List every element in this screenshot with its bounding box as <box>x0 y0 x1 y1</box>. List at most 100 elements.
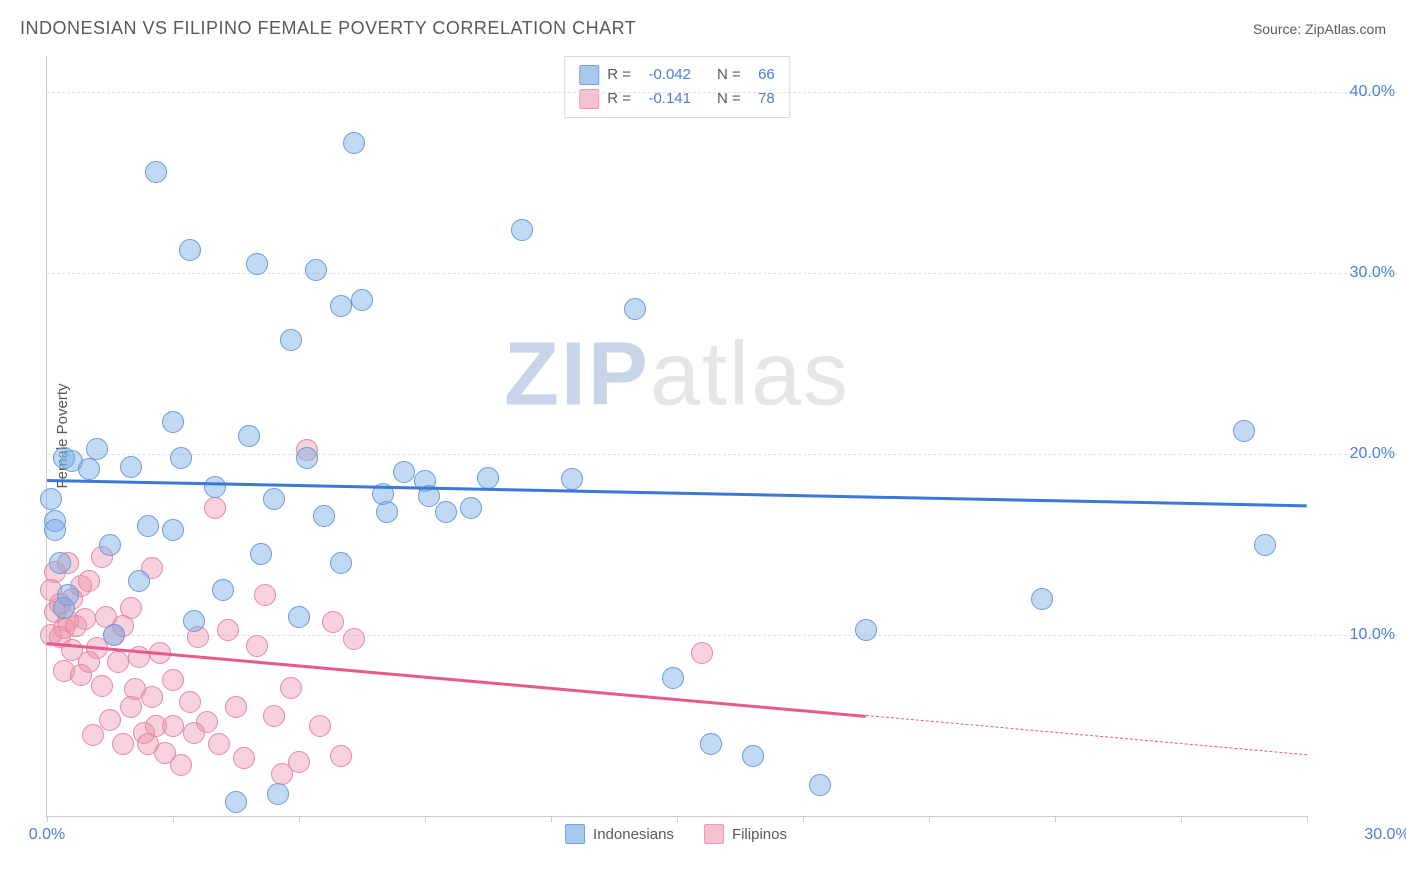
indonesians-point <box>330 552 352 574</box>
indonesians-point <box>103 624 125 646</box>
x-tick <box>1181 816 1182 822</box>
indonesians-point <box>376 501 398 523</box>
indonesians-point <box>267 783 289 805</box>
indonesians-point <box>238 425 260 447</box>
filipinos-point <box>74 608 96 630</box>
indonesians-point <box>561 468 583 490</box>
x-tick <box>929 816 930 822</box>
x-tick <box>1307 816 1308 822</box>
filipinos-point <box>280 677 302 699</box>
indonesians-point <box>204 476 226 498</box>
gridline <box>47 92 1397 93</box>
gridline <box>47 273 1397 274</box>
filipinos-point <box>309 715 331 737</box>
r-label: R = <box>607 63 631 87</box>
legend-bottom: IndonesiansFilipinos <box>565 824 787 844</box>
chart-container: Female Poverty ZIPatlas R =-0.042N =66R … <box>46 56 1306 816</box>
legend-stats-row: R = -0.042 N = 66 <box>579 63 775 87</box>
indonesians-point <box>435 501 457 523</box>
filipinos-point <box>225 696 247 718</box>
indonesians-point <box>624 298 646 320</box>
indonesians-point <box>477 467 499 489</box>
legend-label: Filipinos <box>732 826 787 843</box>
filipinos-point <box>322 611 344 633</box>
indonesians-point <box>393 461 415 483</box>
filipinos-point <box>204 497 226 519</box>
legend-stats-row: R = -0.141 N = 78 <box>579 87 775 111</box>
filipinos-point <box>170 754 192 776</box>
r-label: R = <box>607 87 631 111</box>
indonesians-point <box>212 579 234 601</box>
r-value: -0.042 <box>639 63 691 87</box>
indonesians-point <box>170 447 192 469</box>
x-tick <box>47 816 48 822</box>
x-tick <box>299 816 300 822</box>
source-credit: Source: ZipAtlas.com <box>1253 21 1386 37</box>
filipinos-point <box>691 642 713 664</box>
legend-swatch <box>579 65 599 85</box>
n-label: N = <box>717 63 741 87</box>
filipinos-point <box>217 619 239 641</box>
indonesians-point <box>809 774 831 796</box>
filipinos-point <box>208 733 230 755</box>
x-tick <box>173 816 174 822</box>
indonesians-point <box>460 497 482 519</box>
n-label: N = <box>717 87 741 111</box>
gridline <box>47 635 1397 636</box>
indonesians-point <box>162 411 184 433</box>
y-tick-label: 10.0% <box>1325 626 1395 644</box>
indonesians-point <box>40 488 62 510</box>
n-value: 78 <box>749 87 775 111</box>
x-tick <box>425 816 426 822</box>
indonesians-point <box>250 543 272 565</box>
filipinos-point <box>141 686 163 708</box>
y-tick-label: 40.0% <box>1325 83 1395 101</box>
filipinos-point <box>78 570 100 592</box>
n-value: 66 <box>749 63 775 87</box>
y-tick-label: 30.0% <box>1325 264 1395 282</box>
indonesians-point <box>1031 588 1053 610</box>
indonesians-point <box>99 534 121 556</box>
r-value: -0.141 <box>639 87 691 111</box>
indonesians-point <box>86 438 108 460</box>
x-tick <box>803 816 804 822</box>
indonesians-point <box>183 610 205 632</box>
indonesians-point <box>855 619 877 641</box>
filipinos-point <box>246 635 268 657</box>
indonesians-point <box>1254 534 1276 556</box>
legend-swatch <box>565 824 585 844</box>
indonesians-point <box>511 219 533 241</box>
indonesians-trendline <box>47 479 1307 507</box>
indonesians-point <box>162 519 184 541</box>
indonesians-point <box>49 552 71 574</box>
indonesians-point <box>288 606 310 628</box>
indonesians-point <box>280 329 302 351</box>
indonesians-point <box>700 733 722 755</box>
filipinos-point <box>91 675 113 697</box>
indonesians-point <box>1233 420 1255 442</box>
indonesians-point <box>263 488 285 510</box>
indonesians-point <box>662 667 684 689</box>
indonesians-point <box>351 289 373 311</box>
filipinos-point <box>343 628 365 650</box>
filipinos-point <box>254 584 276 606</box>
indonesians-point <box>179 239 201 261</box>
indonesians-point <box>296 447 318 469</box>
filipinos-point <box>162 669 184 691</box>
y-tick-label: 20.0% <box>1325 445 1395 463</box>
watermark: ZIPatlas <box>504 324 850 427</box>
filipinos-point <box>107 651 129 673</box>
filipinos-point <box>196 711 218 733</box>
legend-swatch <box>704 824 724 844</box>
filipinos-point <box>179 691 201 713</box>
x-tick <box>677 816 678 822</box>
indonesians-point <box>145 161 167 183</box>
plot-area: ZIPatlas R =-0.042N =66R =-0.141N =78 10… <box>46 56 1307 817</box>
gridline <box>47 454 1397 455</box>
indonesians-point <box>78 458 100 480</box>
filipinos-point <box>112 733 134 755</box>
x-tick-label: 0.0% <box>29 826 65 844</box>
filipinos-point <box>330 745 352 767</box>
legend-stats-box: R = -0.042 N = 66 R = -0.141 N = 78 <box>564 56 790 118</box>
filipinos-trendline-extrapolated <box>866 715 1307 755</box>
